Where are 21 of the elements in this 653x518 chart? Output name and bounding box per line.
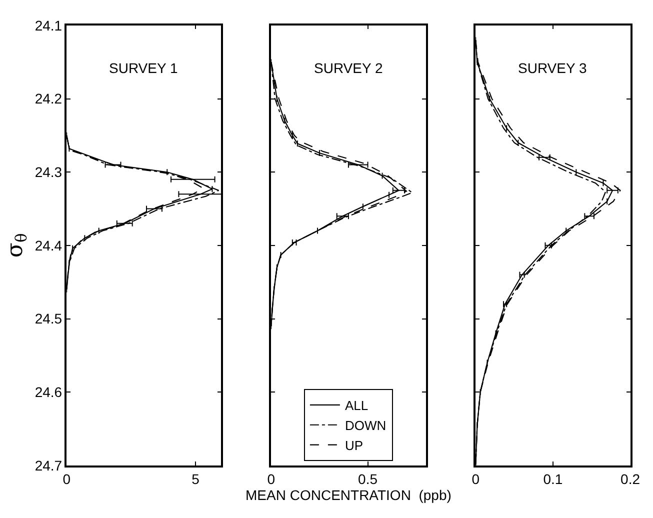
x-tick-label: 0 bbox=[472, 470, 480, 487]
text: SURVEY 1 bbox=[109, 60, 178, 76]
text: SURVEY 2 bbox=[314, 60, 383, 76]
x-tick-label: 0.2 bbox=[620, 470, 640, 487]
y-tick-label: 24.4 bbox=[34, 237, 62, 254]
y-tick-label: 24.7 bbox=[34, 457, 62, 474]
x-tick-label: 0 bbox=[62, 470, 71, 487]
x-tick-label: 5 bbox=[192, 470, 200, 487]
x-axis-title: MEAN CONCENTRATION (ppb) bbox=[246, 486, 452, 503]
x-tick-label: 0 bbox=[267, 470, 276, 487]
y-tick-label: 24.2 bbox=[34, 90, 62, 107]
x-tick-label: 0.5 bbox=[358, 470, 378, 487]
legend-label: DOWN bbox=[344, 418, 386, 433]
y-tick-label: 24.3 bbox=[34, 164, 62, 180]
y-tick-label: 24.5 bbox=[34, 310, 62, 327]
x-tick-label: 0.1 bbox=[543, 470, 563, 487]
y-tick-label: 24.6 bbox=[34, 384, 62, 400]
text: SURVEY 3 bbox=[518, 60, 587, 76]
legend-label: UP bbox=[344, 438, 364, 453]
legend-label: ALL bbox=[344, 398, 368, 414]
y-tick-label: 24.1 bbox=[34, 17, 62, 34]
